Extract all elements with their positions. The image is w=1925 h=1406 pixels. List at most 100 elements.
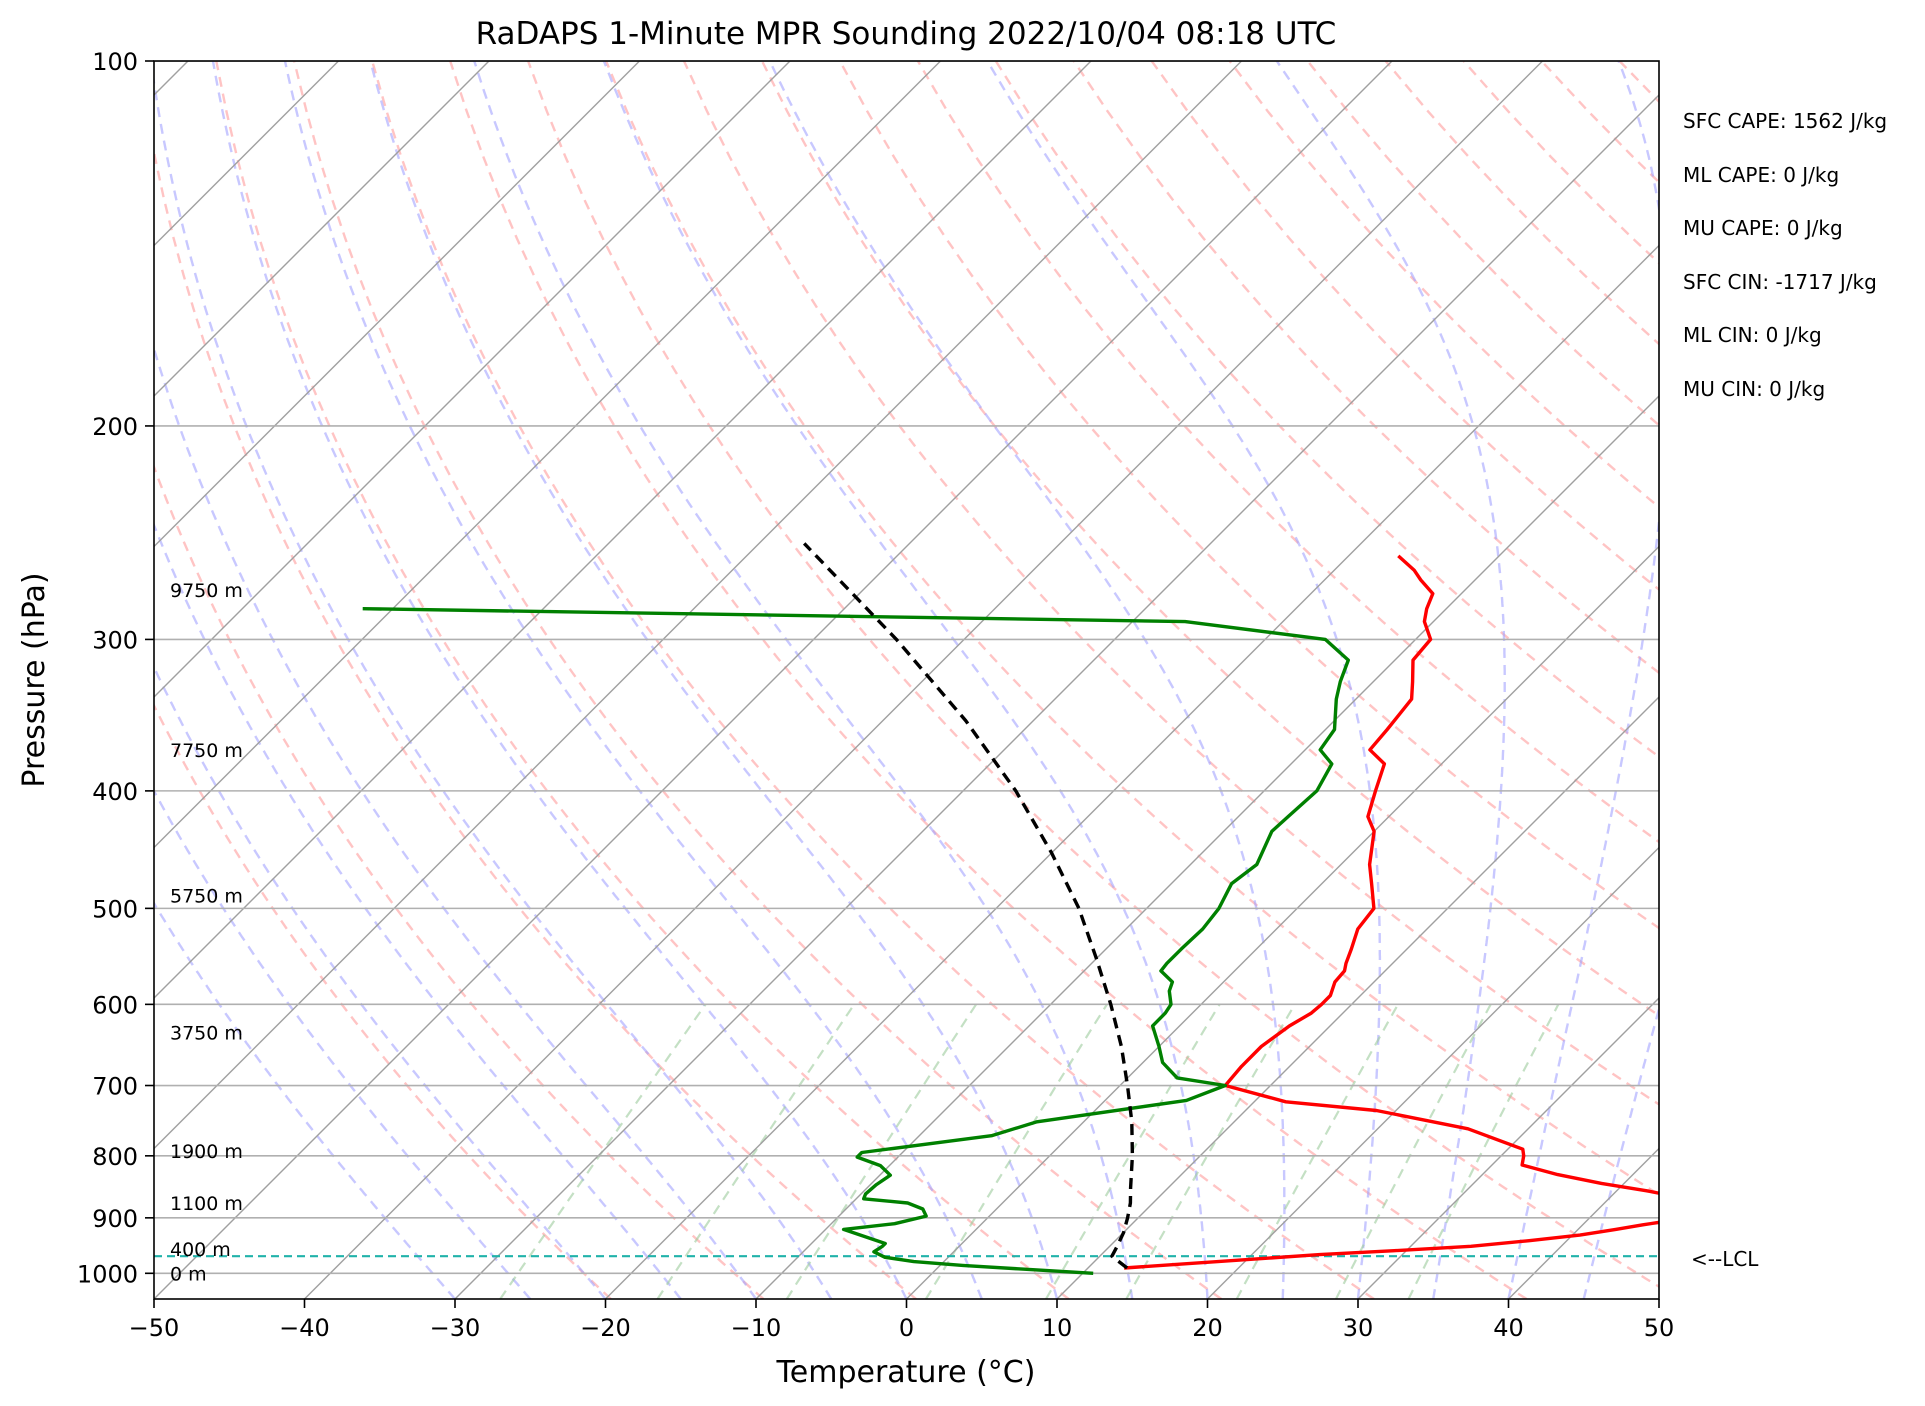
moist-adiabat (369, 61, 1059, 1299)
mixing-ratio-line (924, 1003, 1108, 1299)
dry-adiabat (449, 61, 1528, 1299)
y-tick-label: 200 (92, 413, 138, 441)
y-tick-label: 400 (92, 778, 138, 806)
x-tick-label: 20 (1192, 1314, 1223, 1342)
moist-adiabat (154, 521, 682, 1299)
moist-adiabat (154, 788, 532, 1299)
dry-adiabat (215, 61, 1070, 1299)
pressure-gridlines (154, 61, 1659, 1275)
index-mu-cin: MU CIN: 0 J/kg (1683, 377, 1825, 401)
isotherm (605, 244, 1659, 1299)
mixing-ratio-line (1235, 1003, 1399, 1299)
moist-adiabat (154, 664, 607, 1299)
height-label: 9750 m (170, 580, 243, 602)
y-tick-label: 700 (92, 1073, 138, 1101)
height-label: 5750 m (170, 886, 243, 908)
index-ml-cape: ML CAPE: 0 J/kg (1683, 163, 1839, 187)
x-tick-label: 50 (1644, 1314, 1675, 1342)
y-tick-label: 300 (92, 626, 138, 654)
moist-adiabat (768, 61, 1286, 1299)
moist-adiabat (283, 61, 983, 1299)
temperature-profile-line (1123, 554, 1659, 1270)
height-label: 3750 m (170, 1023, 243, 1045)
moist-adiabat (1507, 61, 1659, 1299)
x-tick-label: −40 (279, 1314, 330, 1342)
dry-adiabat (371, 61, 1375, 1299)
dry-adiabat (760, 61, 1659, 1018)
dry-adiabat (154, 463, 765, 1299)
y-axis-ticks: 100 200 300 400 500 600 700 800 900 1000 (77, 48, 154, 1288)
isotherm (154, 61, 1242, 1150)
isotherm (1357, 997, 1659, 1299)
index-ml-cin: ML CIN: 0 J/kg (1683, 323, 1822, 347)
mixing-ratio-line (785, 1003, 978, 1299)
x-tick-label: −20 (580, 1314, 631, 1342)
moist-adiabat (154, 74, 833, 1299)
dry-adiabat (526, 61, 1659, 1289)
parcel-profile-line (802, 542, 1135, 1270)
dry-adiabat (293, 61, 1223, 1299)
isotherm (755, 395, 1659, 1299)
isotherm (154, 61, 1393, 1299)
isotherm (154, 61, 640, 548)
x-tick-label: 0 (899, 1314, 914, 1342)
y-tick-label: 600 (92, 991, 138, 1019)
profile-series (362, 542, 1659, 1275)
lcl-label: <--LCL (1691, 1247, 1759, 1271)
index-sfc-cin: SFC CIN: -1717 J/kg (1683, 270, 1877, 294)
y-tick-label: 500 (92, 895, 138, 923)
dry-adiabat (1150, 61, 1659, 592)
moist-adiabat (473, 61, 1134, 1299)
mixing-ratio-line (1407, 1003, 1560, 1299)
y-tick-label: 100 (92, 48, 138, 76)
x-tick-label: −30 (430, 1314, 481, 1342)
dry-adiabat (682, 61, 1659, 1106)
isotherm (1207, 846, 1659, 1299)
mixing-ratio-line (1125, 1003, 1296, 1299)
indices-panel: SFC CAPE: 1562 J/kg ML CAPE: 0 J/kg MU C… (1683, 109, 1887, 401)
y-tick-label: 900 (92, 1205, 138, 1233)
dry-adiabat (154, 145, 917, 1299)
y-axis-label: Pressure (hPa) (17, 572, 52, 787)
x-tick-label: −50 (129, 1314, 180, 1342)
index-sfc-cape: SFC CAPE: 1562 J/kg (1683, 109, 1887, 133)
x-tick-label: 30 (1343, 1314, 1374, 1342)
moist-adiabat (211, 61, 908, 1299)
moist-adiabat (602, 61, 1209, 1299)
dry-adiabat (1072, 61, 1659, 675)
background-lines (154, 61, 1659, 1299)
height-label: 1100 m (170, 1193, 243, 1215)
isotherm (454, 94, 1659, 1299)
x-axis-ticks: −50 −40 −30 −20 −10 0 10 20 30 40 50 (129, 1299, 1675, 1342)
chart-title: RaDAPS 1-Minute MPR Sounding 2022/10/04 … (476, 16, 1337, 52)
dry-adiabat (916, 61, 1659, 844)
y-tick-label: 1000 (77, 1260, 138, 1288)
dewpoint-profile-line (362, 607, 1350, 1275)
isotherm (1056, 696, 1659, 1299)
height-label: 0 m (170, 1263, 207, 1285)
moist-adiabat (1275, 61, 1506, 1299)
isotherm (304, 61, 1543, 1299)
moist-adiabat (986, 61, 1382, 1299)
isotherm (154, 61, 791, 698)
mixing-ratio-line (656, 1003, 856, 1299)
height-label: 7750 m (170, 740, 243, 762)
x-tick-label: 10 (1042, 1314, 1073, 1342)
height-label: 1900 m (170, 1141, 243, 1163)
x-tick-label: −10 (731, 1314, 782, 1342)
mixing-ratio-line (1335, 1003, 1492, 1299)
x-tick-label: 40 (1493, 1314, 1524, 1342)
dry-adiabat (838, 61, 1659, 930)
y-tick-label: 800 (92, 1143, 138, 1171)
isotherm (154, 61, 1092, 999)
moist-adiabat (1582, 1004, 1659, 1299)
x-axis-label: Temperature (°C) (776, 1355, 1036, 1390)
mixing-ratio-line (499, 1003, 707, 1299)
dry-adiabat (154, 703, 612, 1299)
isotherm (906, 545, 1659, 1299)
isotherm (154, 61, 941, 849)
index-mu-cape: MU CAPE: 0 J/kg (1683, 216, 1843, 240)
